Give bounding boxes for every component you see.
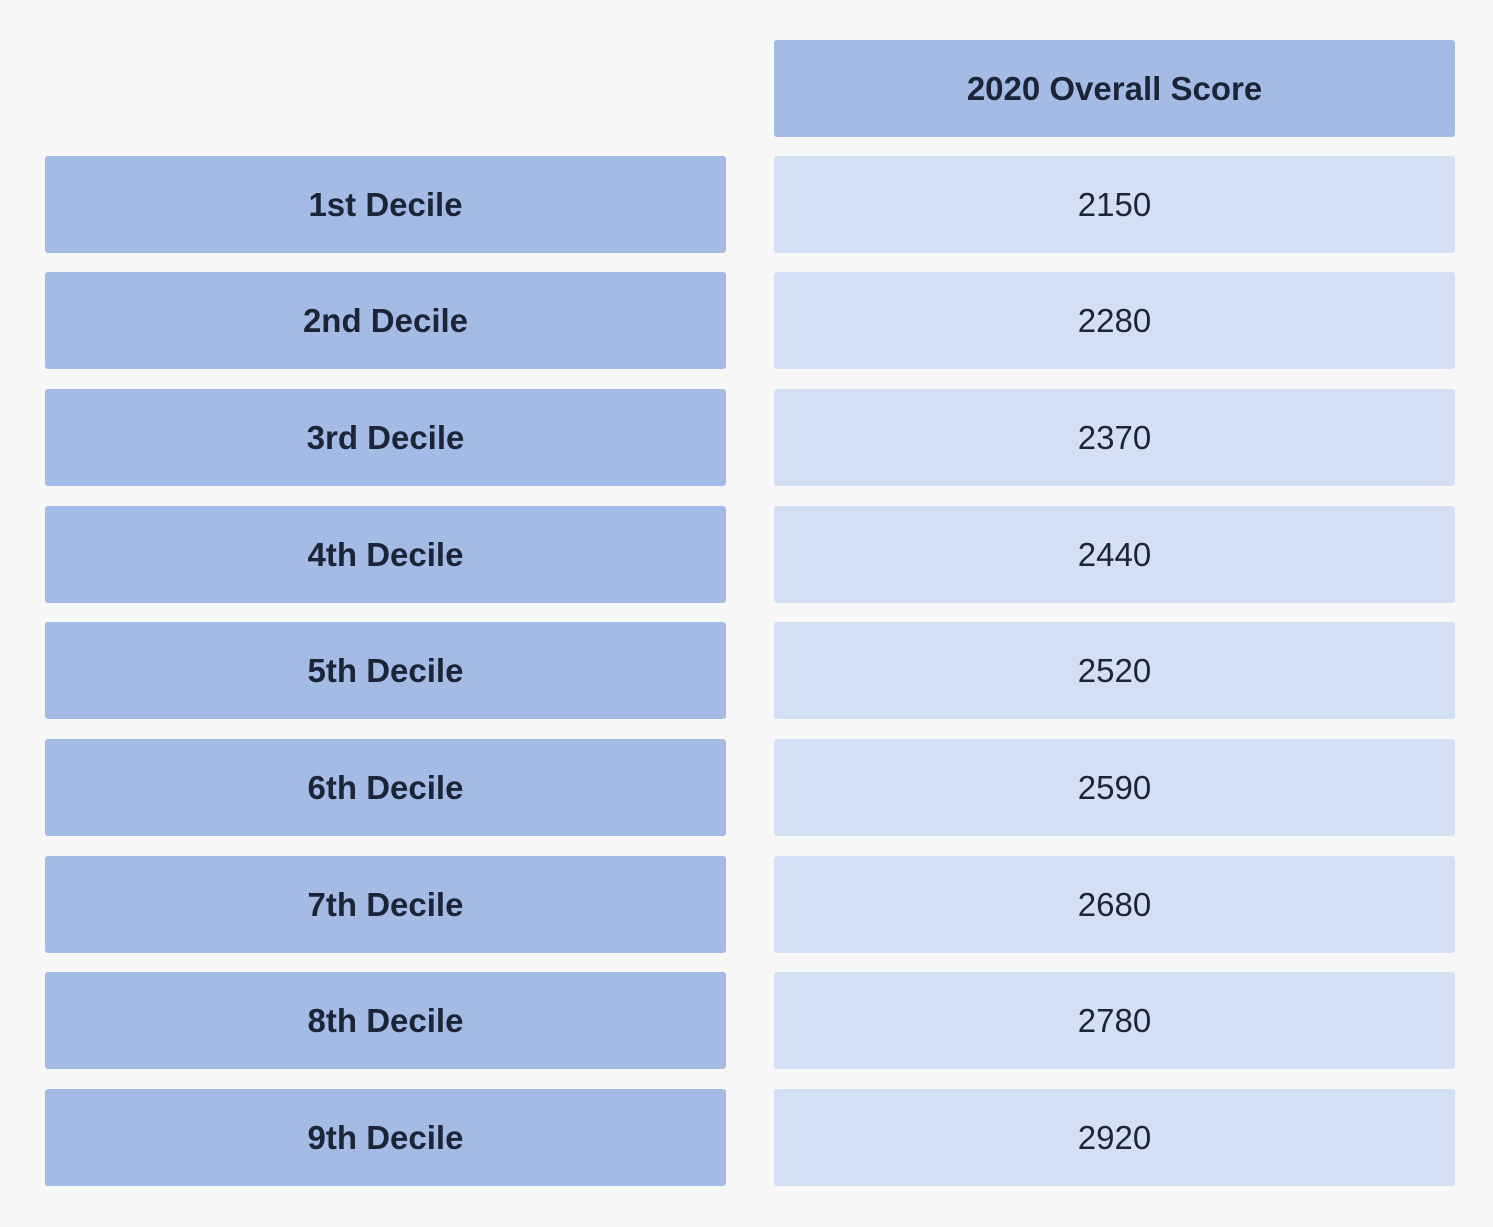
row-label-decile-1: 1st Decile — [45, 156, 726, 253]
row-value-decile-5: 2520 — [774, 622, 1455, 719]
row-value-decile-2: 2280 — [774, 272, 1455, 369]
row-label-decile-8: 8th Decile — [45, 972, 726, 1069]
row-value-decile-6: 2590 — [774, 739, 1455, 836]
row-label-decile-4: 4th Decile — [45, 506, 726, 603]
row-label-decile-5: 5th Decile — [45, 622, 726, 719]
row-label-decile-7: 7th Decile — [45, 856, 726, 953]
row-label-decile-2: 2nd Decile — [45, 272, 726, 369]
row-label-decile-3: 3rd Decile — [45, 389, 726, 486]
row-value-decile-4: 2440 — [774, 506, 1455, 603]
column-header-overall-score: 2020 Overall Score — [774, 40, 1455, 137]
row-label-decile-6: 6th Decile — [45, 739, 726, 836]
row-label-decile-9: 9th Decile — [45, 1089, 726, 1186]
row-value-decile-9: 2920 — [774, 1089, 1455, 1186]
row-value-decile-1: 2150 — [774, 156, 1455, 253]
row-value-decile-8: 2780 — [774, 972, 1455, 1069]
row-value-decile-3: 2370 — [774, 389, 1455, 486]
row-value-decile-7: 2680 — [774, 856, 1455, 953]
